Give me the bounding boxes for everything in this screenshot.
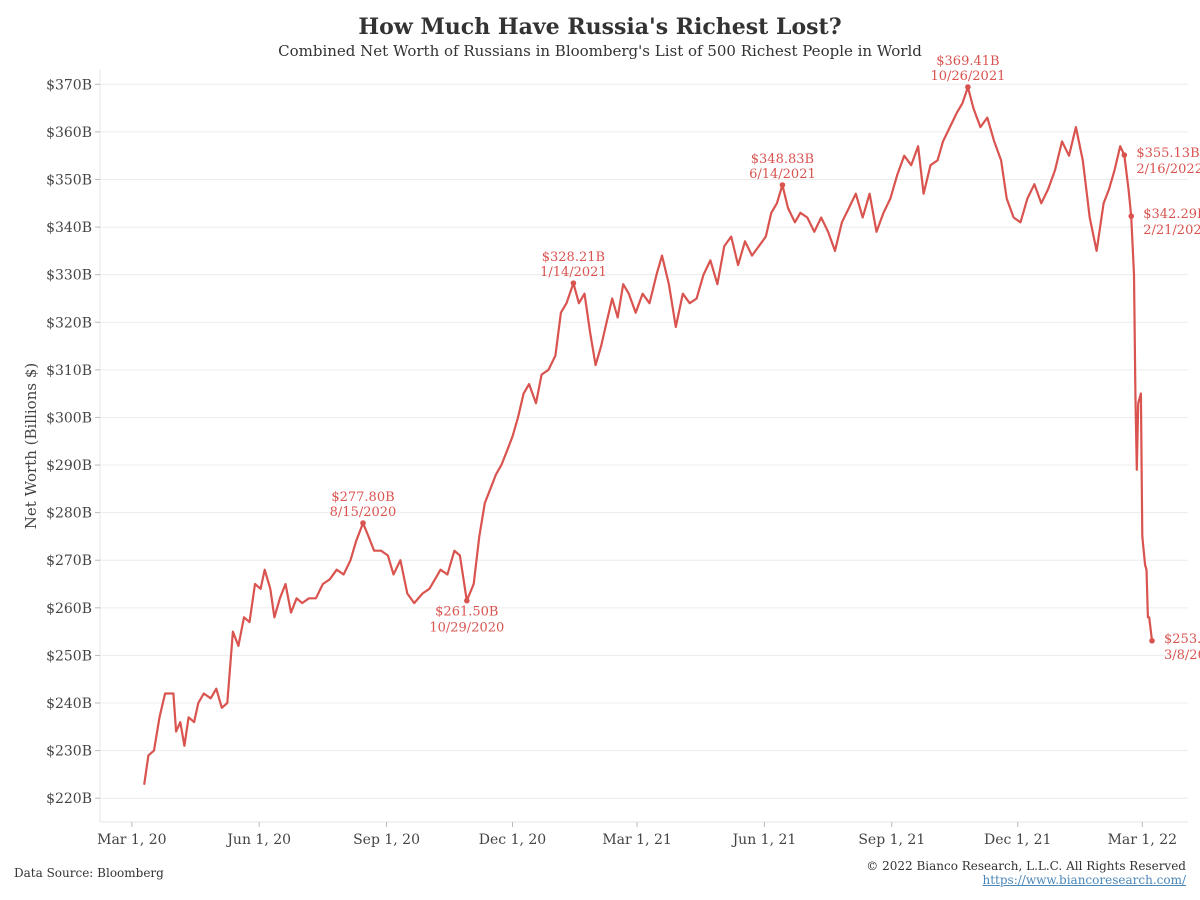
annotation-value: $277.80B: [331, 490, 394, 505]
annotation-marker: [1121, 152, 1128, 158]
series-line: [143, 85, 1154, 786]
x-tick-label: Sep 1, 20: [353, 832, 420, 848]
annotation-value: $342.29B: [1143, 207, 1200, 222]
x-tick-label: Jun 1, 21: [731, 832, 797, 848]
y-tick-label: $350B: [46, 172, 92, 188]
annotation-value: $328.21B: [542, 250, 605, 265]
y-tick-label: $290B: [46, 458, 92, 474]
y-tick-label: $300B: [46, 410, 92, 426]
annotation-value: $369.41B: [936, 54, 999, 69]
x-tick-label: Mar 1, 21: [602, 832, 671, 848]
annotation-marker: [1128, 213, 1135, 219]
x-tick-label: Mar 1, 20: [97, 832, 166, 848]
x-tick-label: Jun 1, 20: [225, 832, 291, 848]
annotation-date: 8/15/2020: [330, 505, 397, 520]
chart-title: How Much Have Russia's Richest Lost?: [358, 14, 842, 40]
chart-subtitle: Combined Net Worth of Russians in Bloomb…: [278, 42, 922, 60]
annotation-date: 10/29/2020: [429, 621, 504, 636]
y-tick-label: $330B: [46, 268, 92, 284]
x-axis-ticks: Mar 1, 20 Jun 1, 20 Sep 1, 20 Dec 1, 20 Mar …: [97, 822, 1177, 848]
y-tick-label: $250B: [46, 648, 92, 664]
annotation-marker: [360, 520, 366, 526]
annotation-date: 6/14/2021: [749, 167, 816, 182]
data-source: Data Source: Bloomberg: [14, 866, 164, 880]
website-link[interactable]: https://www.biancoresearch.com/: [982, 873, 1186, 887]
y-tick-label: $270B: [46, 553, 92, 569]
annotation-date: 3/8/2022: [1164, 648, 1200, 663]
series-group: [143, 85, 1154, 786]
y-tick-label: $280B: [46, 506, 92, 522]
annotation-date: 10/26/2021: [930, 69, 1005, 84]
y-tick-label: $310B: [46, 363, 92, 379]
copyright-notice: © 2022 Bianco Research, L.L.C. All Right…: [866, 859, 1186, 873]
y-tick-label: $340B: [46, 220, 92, 236]
annotation-marker: [965, 84, 971, 90]
annotation-marker: [464, 597, 470, 604]
x-tick-label: Dec 1, 21: [984, 832, 1051, 848]
y-axis-label: Net Worth (Billions $): [22, 363, 40, 529]
y-tick-label: $370B: [46, 77, 92, 93]
annotation-marker: [779, 182, 786, 188]
x-tick-label: Mar 1, 22: [1108, 832, 1177, 848]
annotation-date: 1/14/2021: [540, 265, 607, 280]
y-tick-label: $320B: [46, 315, 92, 331]
y-tick-label: $260B: [46, 601, 92, 617]
y-tick-label: $230B: [46, 744, 92, 760]
x-tick-label: Sep 1, 21: [858, 832, 925, 848]
y-tick-label: $240B: [46, 696, 92, 712]
annotation-value: $355.13B: [1136, 146, 1199, 161]
y-axis-ticks: $220B $230B $240B $250B $260B $270B $280B $290B…: [46, 77, 100, 807]
annotation-value: $348.83B: [751, 152, 814, 167]
annotation-marker: [570, 280, 577, 286]
x-tick-label: Dec 1, 20: [479, 832, 546, 848]
annotation-value: $253.07B: [1164, 632, 1200, 647]
axes: [99, 70, 1188, 823]
annotation-date: 2/21/2022: [1143, 223, 1200, 238]
grid-lines: [100, 83, 1188, 799]
y-tick-label: $220B: [46, 791, 92, 807]
annotation-marker: [1149, 638, 1155, 644]
annotation-date: 2/16/2022: [1136, 162, 1200, 177]
annotation-value: $261.50B: [435, 605, 498, 620]
y-tick-label: $360B: [46, 125, 92, 141]
